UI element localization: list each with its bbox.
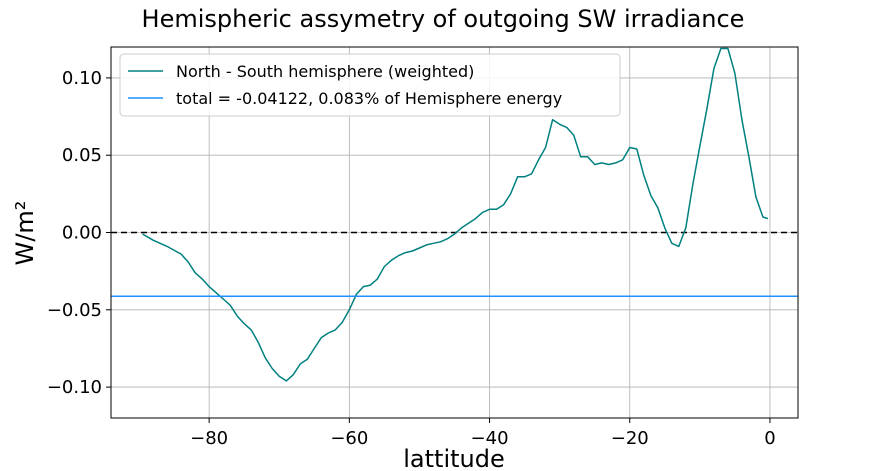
y-tick-label: 0.10: [62, 68, 102, 89]
legend-box: [119, 53, 621, 117]
chart-title: Hemispheric assymetry of outgoing SW irr…: [142, 5, 745, 33]
x-axis-label: lattitude: [403, 445, 504, 471]
x-tick-label: −80: [190, 428, 228, 449]
y-tick-label: 0.00: [62, 223, 102, 244]
legend-label-series-1: total = -0.04122, 0.083% of Hemisphere e…: [176, 89, 562, 108]
series-line-north-south: [142, 47, 769, 382]
plot-content: [111, 47, 798, 382]
y-tick-label: −0.10: [47, 377, 102, 398]
axis-ticks: −80 −60 −40 −20 0 −0.10 −0.05 0.00 0.05 0.10: [47, 68, 776, 449]
y-axis-label: W/m²: [11, 201, 39, 266]
x-tick-label: −60: [330, 428, 368, 449]
legend: North - South hemisphere (weighted) tota…: [119, 53, 621, 117]
legend-label-series-0: North - South hemisphere (weighted): [176, 62, 474, 81]
y-tick-label: −0.05: [47, 300, 102, 321]
x-tick-label: −40: [471, 428, 509, 449]
x-tick-label: −20: [611, 428, 649, 449]
x-tick-label: 0: [764, 428, 775, 449]
y-tick-label: 0.05: [62, 145, 102, 166]
